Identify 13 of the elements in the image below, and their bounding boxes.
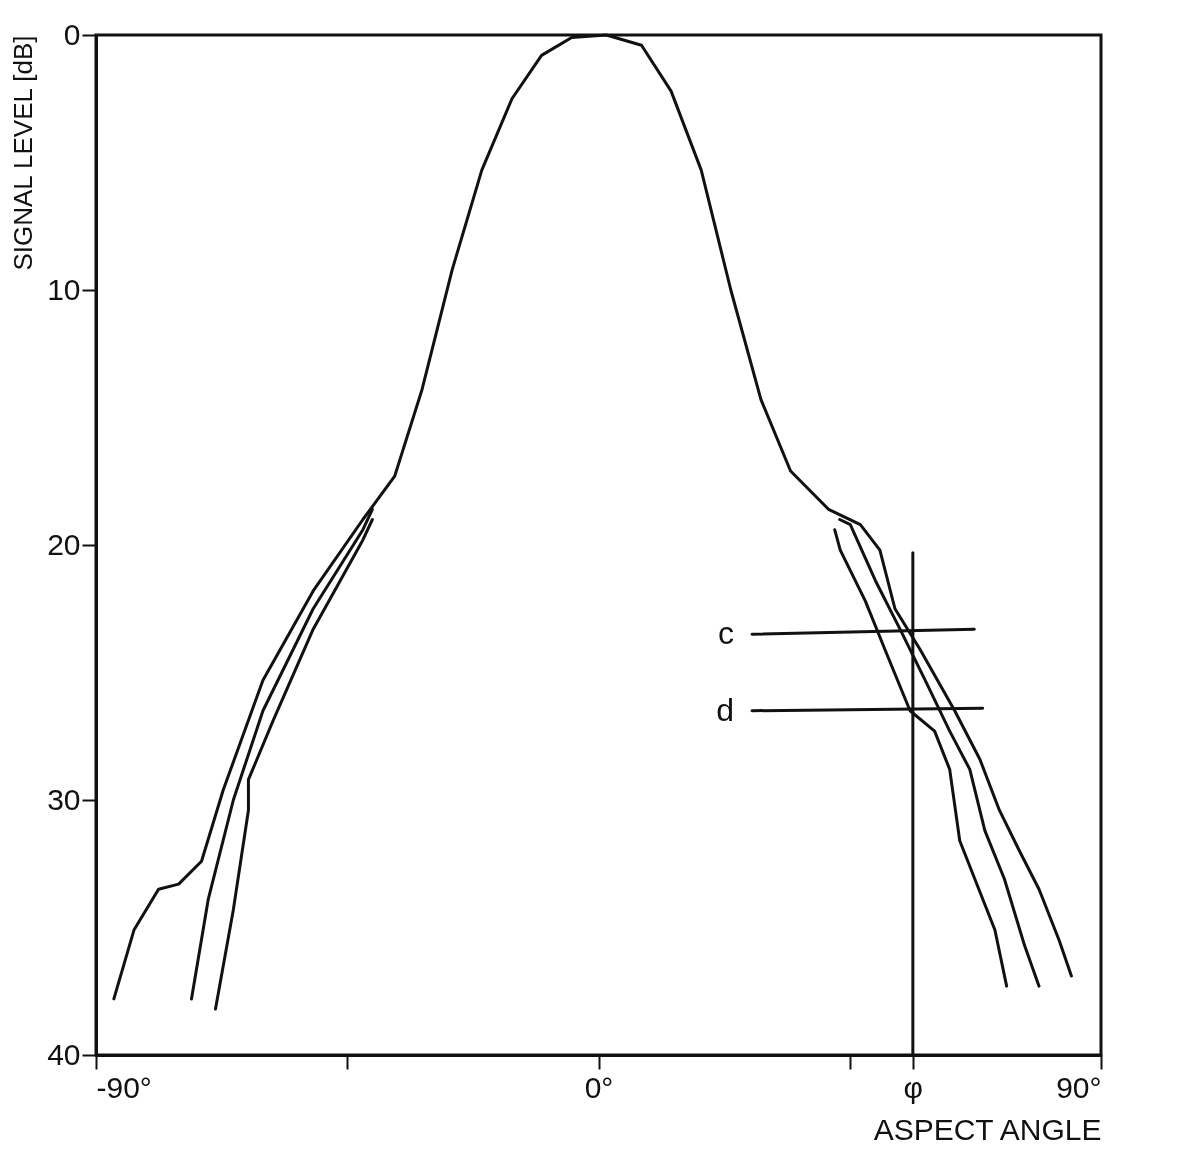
- y-tick-label: 30: [47, 782, 81, 816]
- y-tick-label: 10: [47, 272, 81, 306]
- x-tick-label: -90°: [96, 1070, 152, 1104]
- y-tick-label: 0: [63, 17, 81, 51]
- annotation: d: [716, 691, 735, 728]
- y-tick-label: 40: [47, 1037, 81, 1071]
- y-tick-label: 20: [47, 527, 81, 561]
- x-tick-label: 0°: [584, 1070, 614, 1104]
- annotation: c: [718, 615, 735, 652]
- x-tick-label: φ: [903, 1070, 924, 1104]
- y-axis-title: SIGNAL LEVEL [dB]: [8, 35, 39, 271]
- x-axis-title: ASPECT ANGLE: [873, 1112, 1102, 1146]
- x-tick-label: 90°: [1056, 1070, 1102, 1104]
